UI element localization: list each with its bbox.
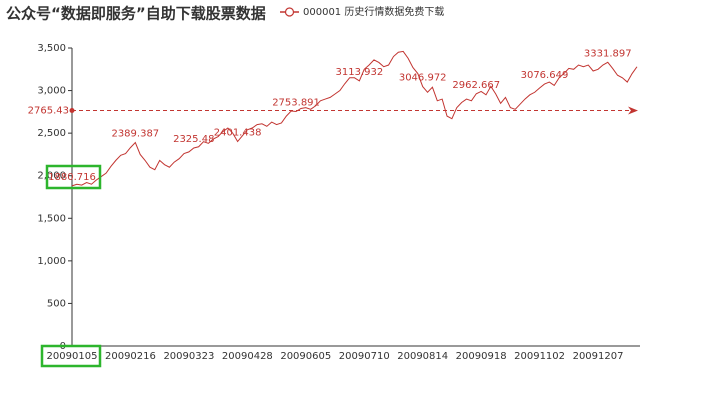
data-label: 1880.716 — [48, 172, 96, 183]
x-tick-label: 20091102 — [514, 351, 565, 362]
data-label: 2325.48 — [173, 134, 214, 145]
highlight-box — [40, 344, 102, 368]
x-tick-label: 20090710 — [339, 351, 390, 362]
chart-title: 公众号“数据即服务”自助下载股票数据 — [6, 5, 266, 23]
data-label: 3076.649 — [521, 70, 569, 81]
data-label: 2753.891 — [272, 98, 320, 109]
y-tick-label: 3,000 — [37, 86, 66, 97]
legend-symbol — [284, 7, 295, 17]
data-label: 2401.438 — [214, 128, 262, 139]
data-label: 3331.897 — [584, 48, 632, 59]
y-tick-label: 2,500 — [37, 128, 66, 139]
data-label: 3113.932 — [336, 67, 384, 78]
legend-label[interactable]: 000001 历史行情数据免费下载 — [303, 5, 444, 18]
x-tick-label: 20090216 — [105, 351, 156, 362]
series-line — [71, 50, 638, 187]
data-label: 2389.387 — [111, 129, 159, 140]
y-tick-label: 2,000 — [37, 171, 66, 182]
x-tick-label: 20090918 — [456, 351, 507, 362]
data-label: 3046.972 — [399, 73, 447, 84]
y-tick-label: 3,500 — [37, 43, 66, 54]
mark-line-arrow — [628, 106, 638, 115]
x-tick-label: 20090605 — [280, 351, 331, 362]
x-tick-label: 20090814 — [397, 351, 448, 362]
mark-line-start — [69, 108, 75, 114]
x-tick-label: 20090323 — [163, 351, 214, 362]
data-label: 2962.667 — [452, 80, 500, 91]
x-tick-label: 20090428 — [222, 351, 273, 362]
plot-area: 05001,0001,5002,0002,5003,0003,500200901… — [28, 43, 640, 362]
highlight-box — [45, 164, 102, 190]
y-tick-label: 1,500 — [37, 213, 66, 224]
x-tick-label: 20090105 — [47, 351, 98, 362]
y-tick-label: 500 — [47, 298, 66, 309]
mark-line-label: 2765.43 — [28, 106, 69, 117]
x-tick-label: 20091207 — [573, 351, 624, 362]
y-tick-label: 1,000 — [37, 256, 66, 267]
